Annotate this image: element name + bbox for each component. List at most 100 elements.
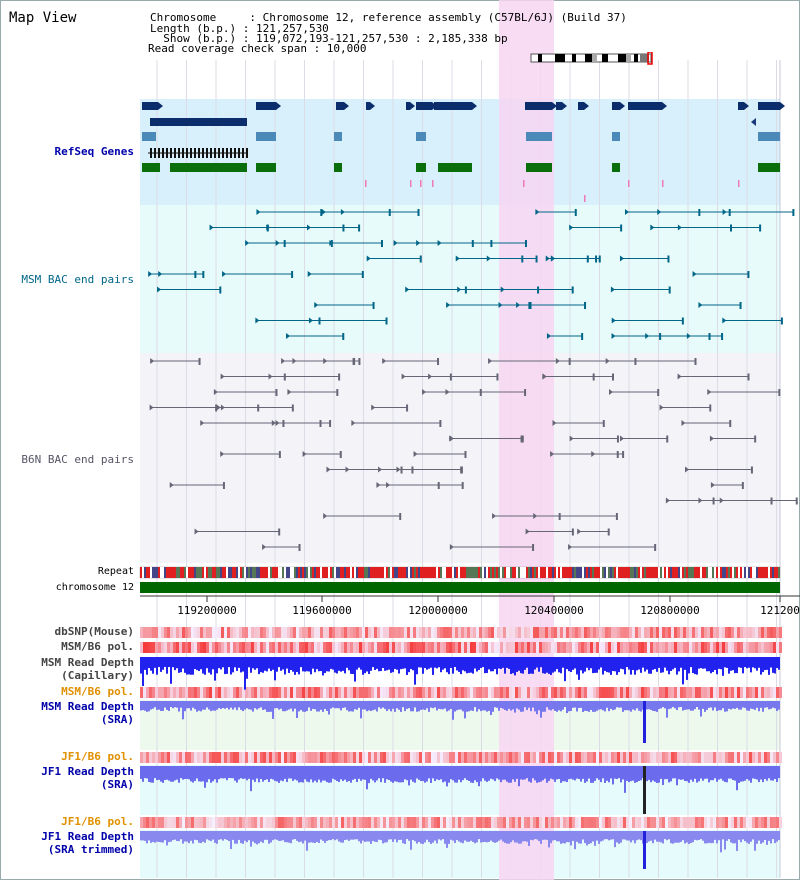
depth-bar <box>752 701 754 710</box>
gene-feature <box>406 102 410 110</box>
heat-cell <box>533 687 536 698</box>
ideogram-band <box>572 54 576 62</box>
heat-cell <box>212 752 215 763</box>
heat-cell <box>281 817 284 828</box>
depth-bar <box>470 701 472 711</box>
heat-cell <box>503 687 506 698</box>
depth-bar <box>570 766 572 779</box>
depth-bar <box>338 657 340 671</box>
heat-cell <box>182 752 185 763</box>
repeat-block <box>696 567 698 578</box>
depth-bar <box>652 657 654 670</box>
heat-cell <box>203 627 206 638</box>
heat-cell <box>302 752 305 763</box>
repeat-block <box>368 567 370 578</box>
depth-bar <box>670 831 672 844</box>
depth-bar <box>246 657 248 679</box>
heat-cell <box>365 687 368 698</box>
repeat-block <box>192 567 194 578</box>
depth-bar <box>560 701 562 712</box>
gene-arrow <box>744 102 749 110</box>
depth-bar <box>530 766 532 783</box>
repeat-block <box>180 567 182 578</box>
depth-bar <box>374 831 376 842</box>
heat-cell <box>227 627 230 638</box>
depth-bar <box>524 831 526 842</box>
depth-bar <box>288 701 290 710</box>
depth-bar <box>304 831 306 841</box>
depth-bar <box>400 766 402 783</box>
heat-cell <box>662 752 665 763</box>
depth-bar <box>504 831 506 843</box>
depth-bar <box>732 766 734 780</box>
repeat-block <box>590 567 592 578</box>
depth-bar <box>612 701 614 711</box>
heat-cell <box>239 817 242 828</box>
label-msm-bac[interactable]: MSM BAC end pairs <box>21 273 134 286</box>
repeat-block <box>688 567 690 578</box>
repeat-block <box>478 567 480 578</box>
depth-bar <box>316 701 318 712</box>
depth-bar <box>694 657 696 675</box>
repeat-block <box>308 567 310 578</box>
heat-cell <box>689 642 692 653</box>
heat-cell <box>398 817 401 828</box>
bac-end <box>692 271 697 277</box>
depth-bar <box>700 831 702 840</box>
bac-end <box>592 373 595 381</box>
label-msm-depth-capillary: MSM Read Depth (Capillary) <box>41 656 134 682</box>
heat-cell <box>161 752 164 763</box>
depth-bar <box>222 701 224 708</box>
heat-cell <box>590 687 593 698</box>
depth-bar <box>626 766 628 781</box>
heat-cell <box>419 642 422 653</box>
gene-feature <box>525 102 552 110</box>
depth-bar <box>496 701 498 708</box>
depth-bar <box>160 657 162 672</box>
depth-bar <box>166 766 168 780</box>
bac-end <box>406 404 409 412</box>
repeat-block <box>158 567 160 578</box>
depth-bar <box>180 657 182 673</box>
heat-cell <box>323 642 326 653</box>
label-refseq-genes[interactable]: RefSeq Genes <box>54 145 134 158</box>
heat-cell <box>656 627 659 638</box>
heat-cell <box>626 642 629 653</box>
depth-bar <box>140 766 142 779</box>
repeat-block <box>216 567 218 578</box>
heat-cell <box>578 687 581 698</box>
repeat-block <box>250 567 252 578</box>
depth-bar <box>540 657 542 668</box>
heat-cell <box>353 817 356 828</box>
depth-bar <box>220 831 222 840</box>
heat-cell <box>629 752 632 763</box>
depth-bar <box>650 766 652 783</box>
heat-cell <box>707 817 710 828</box>
label-b6n-bac[interactable]: B6N BAC end pairs <box>21 453 134 466</box>
heat-cell <box>299 687 302 698</box>
depth-bar <box>540 766 542 782</box>
heat-cell <box>527 752 530 763</box>
chromosome-ideogram[interactable] <box>530 52 655 66</box>
heat-cell <box>740 752 743 763</box>
depth-bar <box>498 766 500 780</box>
depth-spike <box>643 766 646 814</box>
heat-cell <box>470 642 473 653</box>
heat-cell <box>653 752 656 763</box>
heat-cell <box>656 687 659 698</box>
heat-cell <box>647 752 650 763</box>
bac-end <box>449 435 454 442</box>
depth-bar <box>546 657 548 673</box>
depth-bar <box>678 766 680 780</box>
heat-cell <box>677 817 680 828</box>
depth-bar <box>462 831 464 844</box>
heat-cell <box>632 817 635 828</box>
depth-bar <box>460 657 462 675</box>
repeat-block <box>644 567 646 578</box>
depth-bar <box>576 831 578 842</box>
repeat-block <box>646 567 648 578</box>
heat-cell <box>425 817 428 828</box>
repeat-block <box>438 567 440 578</box>
heat-cell <box>491 752 494 763</box>
depth-bar <box>718 701 720 711</box>
